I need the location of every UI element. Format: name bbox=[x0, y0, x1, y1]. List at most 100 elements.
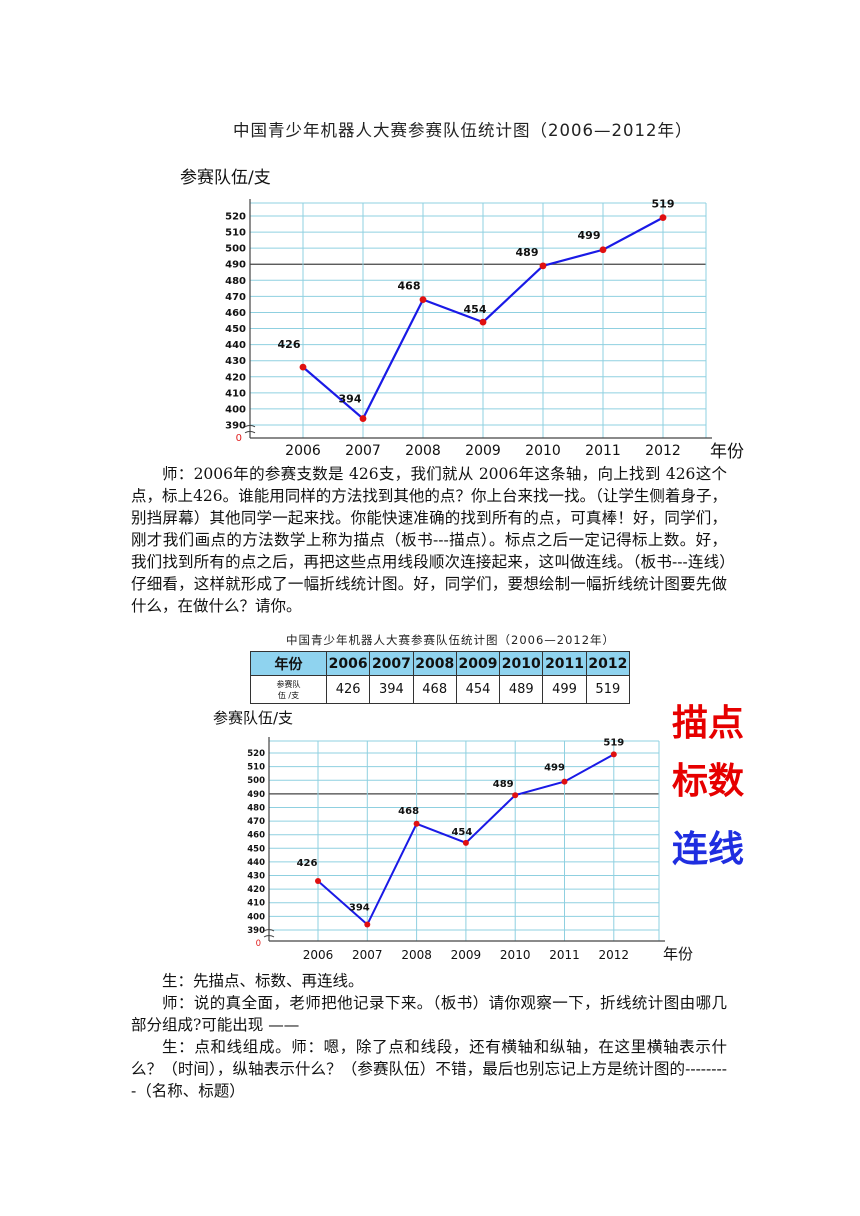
x-tick-label: 2010 bbox=[500, 948, 531, 962]
side-word-label-numbers: 标数 bbox=[672, 761, 745, 802]
data-label: 499 bbox=[544, 763, 565, 774]
y-tick-label: 390 bbox=[225, 421, 246, 432]
data-label: 454 bbox=[451, 827, 472, 838]
side-word-connect-lines: 连线 bbox=[672, 829, 745, 870]
data-label: 519 bbox=[652, 198, 675, 211]
table-year: 2010 bbox=[499, 651, 544, 676]
side-word-plot-points: 描点 bbox=[672, 703, 745, 744]
data-point bbox=[539, 262, 547, 270]
x-tick-label: 2007 bbox=[345, 443, 381, 459]
table-header-row: 年份 2006 2007 2008 2009 2010 2011 2012 bbox=[250, 651, 631, 676]
y-tick-label: 510 bbox=[247, 763, 265, 773]
x-tick-label: 2010 bbox=[525, 443, 561, 459]
data-label: 489 bbox=[516, 246, 539, 259]
x-axis-title: 年份 bbox=[710, 442, 744, 462]
table-year: 2009 bbox=[455, 651, 501, 676]
x-tick-label: 2012 bbox=[599, 948, 630, 962]
y-tick-label: 510 bbox=[225, 228, 246, 239]
table-year: 2006 bbox=[325, 651, 371, 676]
y-tick-label: 500 bbox=[225, 244, 246, 255]
y-tick-label: 490 bbox=[225, 260, 246, 271]
data-point bbox=[364, 921, 371, 928]
data-label: 426 bbox=[297, 858, 318, 869]
paragraph-4: 生：点和线组成。师：嗯，除了点和线段，还有横轴和纵轴，在这里横轴表示什么？（时间… bbox=[131, 1038, 727, 1100]
y-tick-label: 450 bbox=[247, 844, 265, 854]
data-point bbox=[315, 877, 321, 884]
y-tick-label: 400 bbox=[225, 404, 246, 415]
y-tick-label: 410 bbox=[225, 388, 246, 399]
table-year: 2012 bbox=[585, 651, 631, 676]
y-tick-label: 490 bbox=[247, 790, 265, 800]
y-tick-label: 440 bbox=[225, 340, 246, 351]
y-tick-label: 520 bbox=[247, 749, 265, 759]
data-point bbox=[599, 246, 607, 254]
table-row-label-line1: 参赛队 bbox=[276, 679, 301, 689]
data-label: 394 bbox=[339, 393, 362, 406]
paragraph-group: 生：先描点、标数、再连线。 师：说的真全面，老师把他记录下来。（板书）请你观察一… bbox=[131, 970, 727, 1102]
paragraph-1: 师：2006年的参赛支数是 426支，我们就从 2006年这条轴，向上找到 42… bbox=[131, 465, 727, 615]
paragraph-2: 生：先描点、标数、再连线。 bbox=[162, 972, 364, 990]
paragraph-3: 师：说的真全面，老师把他记录下来。（板书）请你观察一下，折线统计图由哪几部分组成… bbox=[131, 994, 727, 1034]
chart1: 390 400 410 420 430 440 450 460 470 480 490 500 510 5… bbox=[180, 167, 744, 462]
x-axis-title: 年份 bbox=[663, 945, 693, 963]
data-point bbox=[512, 792, 519, 799]
axis-break-icon bbox=[263, 928, 275, 938]
x-tick-label: 2006 bbox=[303, 948, 334, 962]
table-value: 454 bbox=[455, 675, 501, 704]
x-tick-label: 2009 bbox=[465, 443, 501, 459]
data-point bbox=[413, 820, 420, 827]
y-origin-label: 0 bbox=[236, 433, 242, 444]
data-label: 394 bbox=[349, 903, 370, 914]
table-value-row: 参赛队 伍 /支 426 394 468 454 489 499 519 bbox=[250, 675, 631, 704]
x-tick-label: 2008 bbox=[405, 443, 441, 459]
y-axis-title: 参赛队伍/支 bbox=[213, 709, 293, 727]
table-year: 2008 bbox=[412, 651, 457, 676]
y-tick-label: 420 bbox=[225, 372, 246, 383]
table-value: 426 bbox=[325, 675, 371, 704]
table-row-label: 参赛队 伍 /支 bbox=[250, 675, 327, 704]
data-point bbox=[299, 363, 307, 371]
x-tick-label: 2008 bbox=[401, 948, 432, 962]
table-title: 中国青少年机器人大赛参赛队伍统计图（2006—2012年） bbox=[286, 633, 616, 647]
data-point bbox=[479, 318, 487, 326]
y-tick-label: 460 bbox=[247, 831, 265, 841]
data-point bbox=[659, 214, 667, 222]
table-value: 519 bbox=[585, 675, 631, 704]
y-tick-label: 470 bbox=[225, 292, 246, 303]
y-tick-label: 430 bbox=[247, 872, 265, 882]
data-label: 489 bbox=[493, 779, 514, 790]
y-tick-label: 420 bbox=[247, 885, 265, 895]
data-table: 年份 2006 2007 2008 2009 2010 2011 2012 参赛… bbox=[250, 651, 631, 704]
y-tick-label: 430 bbox=[225, 356, 246, 367]
table-value: 468 bbox=[412, 675, 457, 704]
table-year: 2011 bbox=[542, 651, 587, 676]
data-label: 426 bbox=[278, 338, 301, 351]
table-year: 2007 bbox=[369, 651, 414, 676]
y-tick-label: 400 bbox=[247, 912, 265, 922]
y-tick-label: 480 bbox=[225, 276, 246, 287]
y-tick-label: 450 bbox=[225, 324, 246, 335]
chart1-title: 中国青少年机器人大赛参赛队伍统计图（2006—2012年） bbox=[233, 121, 693, 140]
data-point bbox=[359, 415, 367, 422]
data-point bbox=[462, 839, 469, 846]
y-axis-title: 参赛队伍/支 bbox=[180, 167, 271, 188]
x-tick-label: 2011 bbox=[585, 443, 621, 459]
x-tick-label: 2006 bbox=[285, 443, 321, 459]
data-label: 519 bbox=[603, 737, 624, 748]
y-tick-label: 480 bbox=[247, 803, 265, 813]
y-tick-label: 390 bbox=[247, 926, 265, 936]
data-point bbox=[610, 751, 617, 758]
table-row-label-line2: 伍 /支 bbox=[277, 690, 300, 700]
x-tick-label: 2007 bbox=[352, 948, 383, 962]
y-tick-label: 500 bbox=[247, 776, 265, 786]
data-point bbox=[419, 296, 427, 303]
x-tick-label: 2009 bbox=[451, 948, 482, 962]
axis-break-icon bbox=[244, 424, 256, 434]
y-tick-label: 460 bbox=[225, 308, 246, 319]
table-header-label: 年份 bbox=[250, 651, 327, 676]
table-value: 394 bbox=[369, 675, 414, 704]
table-value: 489 bbox=[499, 675, 544, 704]
y-tick-label: 470 bbox=[247, 817, 265, 827]
x-tick-label: 2012 bbox=[645, 443, 681, 459]
data-label: 468 bbox=[398, 806, 419, 817]
